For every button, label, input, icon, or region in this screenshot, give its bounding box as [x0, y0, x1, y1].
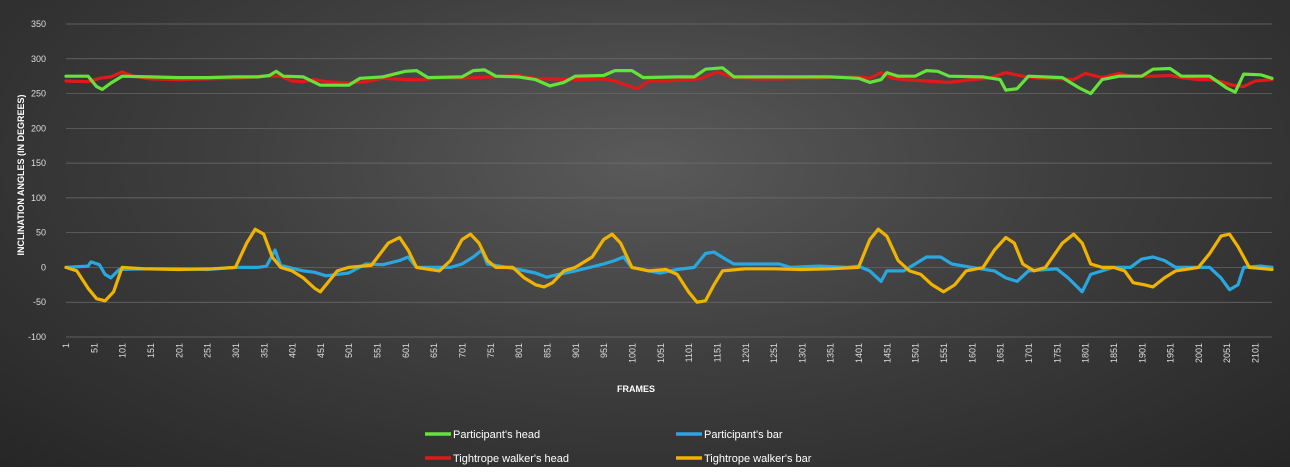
- legend-label: Tightrope walker's head: [453, 453, 569, 465]
- x-tick-label: 151: [146, 343, 156, 358]
- x-tick-label: 1151: [712, 343, 722, 362]
- x-tick-label: 101: [118, 343, 128, 358]
- x-tick-label: 601: [401, 343, 411, 358]
- x-tick-label: 1001: [627, 343, 637, 363]
- series-line: [64, 70, 1274, 91]
- x-tick-label: 1801: [1081, 343, 1091, 363]
- x-tick-label: 1251: [769, 343, 779, 363]
- x-tick-label: 1751: [1052, 343, 1062, 363]
- x-axis-ticks: 1 51 101 151 201 251 301 351 401 451 501 551 601 651 7…: [61, 343, 1261, 363]
- y-tick-label: 350: [31, 19, 46, 29]
- x-tick-label: 1901: [1137, 343, 1147, 363]
- x-tick-label: 651: [429, 343, 439, 358]
- x-tick-label: 1351: [826, 343, 836, 363]
- x-tick-label: 51: [89, 343, 99, 353]
- x-tick-label: 2051: [1222, 343, 1232, 363]
- x-tick-label: 1201: [741, 343, 751, 363]
- y-axis-ticks: 350 300 250 200 150 100 50 0 -50 -100: [28, 19, 46, 342]
- x-axis-label: FRAMES: [617, 384, 655, 394]
- y-axis-label: INCLINATION ANGLES (IN DEGREES): [16, 94, 26, 255]
- x-tick-label: 1851: [1109, 343, 1119, 363]
- series-line: [64, 227, 1274, 304]
- x-tick-label: 1101: [684, 343, 694, 362]
- x-tick-label: 1: [61, 343, 71, 348]
- legend-label: Participant's bar: [704, 429, 783, 441]
- x-tick-label: 351: [259, 343, 269, 358]
- y-tick-label: 150: [31, 158, 46, 168]
- y-tick-label: -50: [33, 297, 46, 307]
- x-tick-label: 1401: [854, 343, 864, 363]
- legend-label: Participant's head: [453, 429, 540, 441]
- x-tick-label: 1601: [967, 343, 977, 363]
- x-tick-label: 251: [203, 343, 213, 358]
- x-tick-label: 801: [514, 343, 524, 358]
- y-tick-label: 100: [31, 193, 46, 203]
- x-tick-label: 2001: [1194, 343, 1204, 363]
- y-tick-label: 250: [31, 89, 46, 99]
- x-tick-label: 851: [542, 343, 552, 358]
- x-tick-label: 201: [174, 343, 184, 358]
- x-tick-label: 1951: [1166, 343, 1176, 363]
- y-tick-label: 200: [31, 123, 46, 133]
- x-tick-label: 1551: [939, 343, 949, 363]
- legend: Participant's head Participant's bar Tight…: [425, 429, 812, 465]
- legend-label: Tightrope walker's bar: [704, 453, 812, 465]
- y-tick-label: 0: [41, 262, 46, 272]
- x-tick-label: 1301: [797, 343, 807, 363]
- x-tick-label: 551: [373, 343, 383, 358]
- x-tick-label: 751: [486, 343, 496, 358]
- x-tick-label: 1501: [911, 343, 921, 363]
- x-tick-label: 901: [571, 343, 581, 358]
- x-tick-label: 1451: [882, 343, 892, 363]
- x-tick-label: 401: [288, 343, 298, 358]
- x-tick-label: 701: [458, 343, 468, 358]
- x-tick-label: 951: [599, 343, 609, 358]
- gridlines: [66, 23, 1272, 338]
- y-tick-label: 50: [36, 228, 46, 238]
- y-tick-label: -100: [28, 332, 46, 342]
- x-tick-label: 1051: [656, 343, 666, 363]
- x-tick-label: 451: [316, 343, 326, 358]
- series-line: [64, 66, 1274, 96]
- x-tick-label: 501: [344, 343, 354, 358]
- x-tick-label: 1701: [1024, 343, 1034, 363]
- series-line: [64, 248, 1274, 294]
- x-tick-label: 301: [231, 343, 241, 358]
- x-tick-label: 1651: [996, 343, 1006, 363]
- x-tick-label: 2101: [1251, 343, 1261, 363]
- y-tick-label: 300: [31, 54, 46, 64]
- series-lines: [64, 66, 1274, 304]
